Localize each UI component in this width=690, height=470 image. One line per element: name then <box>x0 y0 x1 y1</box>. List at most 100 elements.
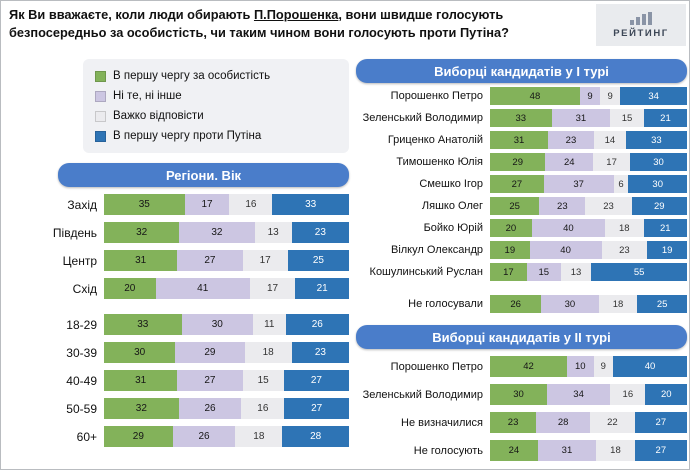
row-label: Вілкул Олександр <box>390 244 483 256</box>
regions-age-rows: Захід 35 17 16 33 Південь 32 32 13 23 Центр 31 27 17 2… <box>9 194 350 447</box>
stacked-bar: 26 30 18 25 <box>490 295 687 313</box>
stacked-bar: 24 31 18 27 <box>490 440 687 461</box>
voters-panel: Виборці кандидатів у І турі Порошенко Пе… <box>356 59 687 461</box>
bar-group: Порошенко Петро 48 9 9 34 Зеленський Володими… <box>356 87 687 281</box>
stacked-bar: 30 29 18 23 <box>104 342 349 363</box>
chart-row: Зеленський Володимир 33 31 15 21 <box>356 109 687 127</box>
regions-age-header: Регіони. Вік <box>58 163 349 187</box>
bar-group: Захід 35 17 16 33 Південь 32 32 13 23 Центр 31 27 17 2… <box>9 194 350 299</box>
chart-row: 50-59 32 26 16 27 <box>9 398 349 419</box>
bar-segment: 40 <box>531 219 605 237</box>
stacked-bar: 30 34 16 20 <box>490 384 687 405</box>
bar-segment: 23 <box>291 342 349 363</box>
stacked-bar: 20 41 17 21 <box>104 278 349 299</box>
bar-segment: 23 <box>539 197 586 215</box>
bar-segment: 19 <box>647 241 687 259</box>
bar-segment: 17 <box>249 278 296 299</box>
bar-segment: 27 <box>490 175 544 193</box>
bar-group: 18-29 33 30 11 26 30-39 30 29 18 23 40-49 31 27 15 27 5… <box>9 314 350 447</box>
row-label: Ляшко Олег <box>421 200 483 212</box>
bar-segment: 25 <box>490 197 540 215</box>
bar-segment: 30 <box>628 175 687 193</box>
stacked-bar: 31 27 17 25 <box>104 250 349 271</box>
chart-row: Бойко Юрій 20 40 18 21 <box>356 219 687 237</box>
legend-swatch-gray <box>95 110 106 122</box>
rating-bars-icon <box>630 11 652 25</box>
stacked-bar: 32 32 13 23 <box>104 222 349 243</box>
bar-segment: 34 <box>620 87 687 105</box>
bar-segment: 37 <box>543 175 614 193</box>
stacked-bar: 25 23 23 29 <box>490 197 687 215</box>
bar-segment: 27 <box>177 370 243 391</box>
legend-item: В першу чергу проти Путіна <box>95 130 337 142</box>
bar-segment: 14 <box>593 131 626 149</box>
row-label: Центр <box>62 253 97 268</box>
stacked-bar: 29 26 18 28 <box>104 426 349 447</box>
chart-row: Порошенко Петро 48 9 9 34 <box>356 87 687 105</box>
bar-segment: 42 <box>490 356 568 377</box>
bar-segment: 32 <box>179 222 255 243</box>
chart-row: Захід 35 17 16 33 <box>9 194 350 215</box>
bar-segment: 27 <box>284 398 349 419</box>
chart-row: Смешко Ігор 27 37 6 30 <box>356 175 687 193</box>
bar-segment: 27 <box>634 440 687 461</box>
legend: В першу чергу за особистість Ні те, ні і… <box>83 59 349 153</box>
survey-question-title: Як Ви вважаєте, коли люди обирають П.Пор… <box>9 6 587 42</box>
stacked-bar: 23 28 22 27 <box>490 412 687 433</box>
row-label: Південь <box>52 225 97 240</box>
bar-segment: 23 <box>548 131 594 149</box>
legend-swatch-lavender <box>95 90 106 102</box>
bar-segment: 48 <box>490 87 580 105</box>
bar-segment: 17 <box>490 263 527 281</box>
bar-segment: 6 <box>613 175 629 193</box>
bar-segment: 25 <box>637 295 687 313</box>
chart-row: Кошулинський Руслан 17 15 13 55 <box>356 263 687 281</box>
row-label: 30-39 <box>66 345 97 360</box>
bar-segment: 18 <box>604 219 644 237</box>
row-label: Не визначилися <box>401 416 483 429</box>
bar-segment: 20 <box>645 384 687 405</box>
chart-row: Центр 31 27 17 25 <box>9 250 349 271</box>
stacked-bar: 20 40 18 21 <box>490 219 687 237</box>
bar-segment: 41 <box>155 278 250 299</box>
row-label: Не голосували <box>408 298 483 310</box>
bar-segment: 31 <box>104 370 178 391</box>
bar-segment: 31 <box>104 250 178 271</box>
chart-row: Не визначилися 23 28 22 27 <box>356 412 687 433</box>
bar-segment: 9 <box>593 356 614 377</box>
chart-row: Вілкул Олександр 19 40 23 19 <box>356 241 687 259</box>
bar-segment: 26 <box>172 426 236 447</box>
row-label: Схід <box>72 281 97 296</box>
bar-segment: 24 <box>545 153 594 171</box>
bar-segment: 29 <box>175 342 245 363</box>
chart-row: Не голосували 26 30 18 25 <box>356 295 687 313</box>
bar-segment: 30 <box>630 153 687 171</box>
chart-row: Південь 32 32 13 23 <box>9 222 349 243</box>
rating-logo-text: РЕЙТИНГ <box>613 27 669 39</box>
row-label: Захід <box>67 197 97 212</box>
bar-segment: 31 <box>537 440 597 461</box>
row-label: Зеленський Володимир <box>362 388 483 401</box>
chart-row: Зеленський Володимир 30 34 16 20 <box>356 384 687 405</box>
row-label: 40-49 <box>66 373 97 388</box>
stacked-bar: 19 40 23 19 <box>490 241 687 259</box>
bar-segment: 18 <box>598 295 638 313</box>
row-label: Кошулинський Руслан <box>369 266 483 278</box>
bar-segment: 27 <box>283 370 350 391</box>
chart-row: Ляшко Олег 25 23 23 29 <box>356 197 687 215</box>
legend-label: Ні те, ні інше <box>113 90 182 102</box>
rating-logo: РЕЙТИНГ <box>596 4 686 46</box>
bar-segment: 26 <box>178 398 242 419</box>
bar-segment: 30 <box>181 314 254 335</box>
bar-segment: 23 <box>585 197 632 215</box>
bar-segment: 19 <box>490 241 530 259</box>
bar-segment: 11 <box>253 314 286 335</box>
bar-segment: 31 <box>490 131 549 149</box>
stacked-bar: 27 37 6 30 <box>490 175 687 193</box>
bar-segment: 17 <box>184 194 230 215</box>
bar-segment: 22 <box>590 412 635 433</box>
regions-age-panel: В першу чергу за особистість Ні те, ні і… <box>9 59 350 447</box>
bar-segment: 26 <box>490 295 542 313</box>
bar-segment: 23 <box>601 241 648 259</box>
bar-segment: 40 <box>613 356 687 377</box>
